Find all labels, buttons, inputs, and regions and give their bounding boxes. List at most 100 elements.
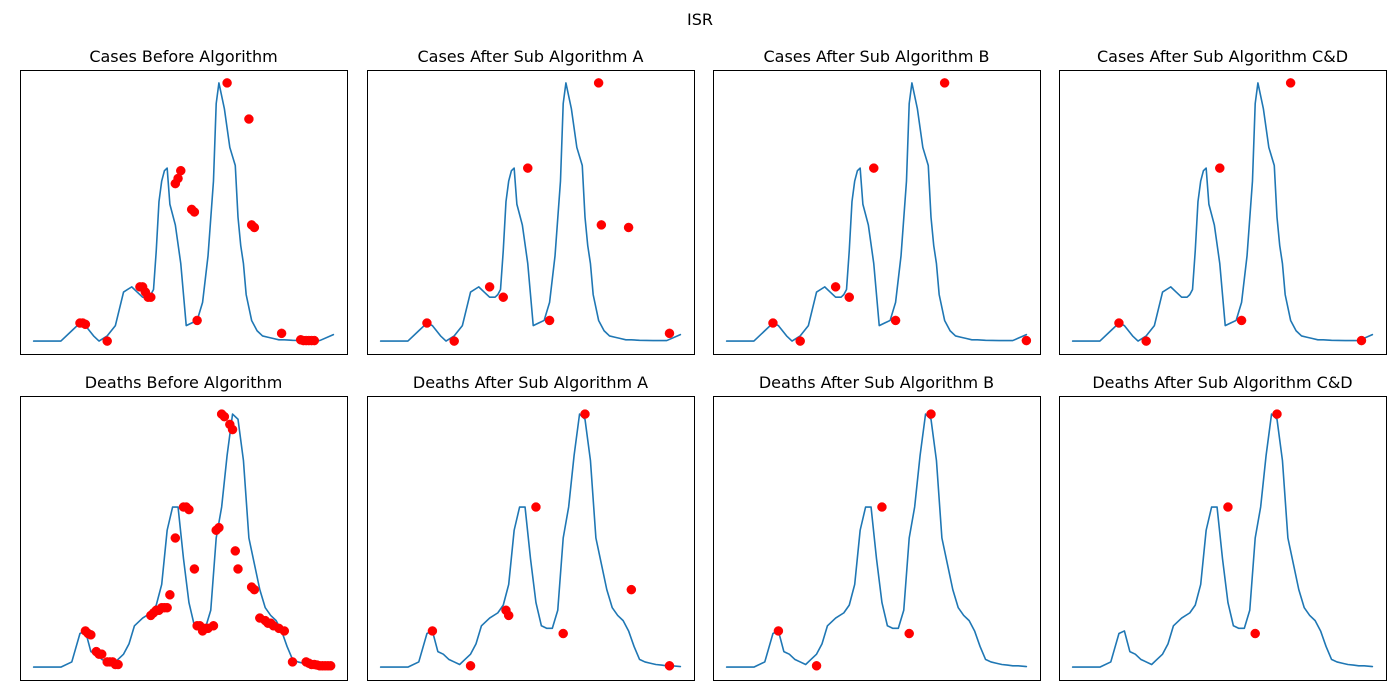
marker-point xyxy=(325,661,336,671)
marker-point xyxy=(596,220,607,230)
subplot-title: Deaths Before Algorithm xyxy=(85,373,283,392)
marker-point xyxy=(176,165,186,176)
marker-point xyxy=(877,502,887,512)
subplot-2: Cases After Sub Algorithm A xyxy=(367,47,695,355)
subplot-4: Cases After Sub Algorithm C&D xyxy=(1059,47,1387,355)
marker-point xyxy=(523,163,533,173)
axes-frame xyxy=(713,70,1041,355)
marker-point xyxy=(1356,335,1367,346)
marker-point xyxy=(249,584,260,595)
marker-point xyxy=(165,590,175,600)
marker-point xyxy=(170,533,181,543)
marker-point xyxy=(86,630,96,640)
marker-point xyxy=(1223,502,1233,512)
marker-point xyxy=(503,610,514,621)
marker-point xyxy=(890,315,901,326)
marker-point xyxy=(498,292,508,302)
series-line xyxy=(379,82,682,342)
marker-point xyxy=(926,409,936,419)
marker-point xyxy=(192,315,202,326)
marker-point xyxy=(484,282,495,292)
subplot-title: Deaths After Sub Algorithm C&D xyxy=(1092,373,1352,392)
marker-point xyxy=(768,318,778,328)
axes-frame xyxy=(367,70,695,355)
axes-frame xyxy=(713,396,1041,681)
subplot-title: Deaths After Sub Algorithm A xyxy=(413,373,648,392)
subplot-title: Cases Before Algorithm xyxy=(89,47,277,66)
marker-point xyxy=(664,328,675,339)
subplot-1: Cases Before Algorithm xyxy=(20,47,348,355)
subplot-8: Deaths After Sub Algorithm C&D xyxy=(1059,373,1387,681)
marker-point xyxy=(162,602,172,613)
marker-point xyxy=(233,564,243,574)
marker-point xyxy=(1272,409,1282,419)
series-line xyxy=(32,82,335,342)
marker-point xyxy=(309,335,320,346)
marker-point xyxy=(773,626,784,636)
marker-point xyxy=(276,328,287,339)
marker-point xyxy=(189,207,200,217)
marker-point xyxy=(230,546,241,556)
marker-point xyxy=(113,659,123,670)
marker-point xyxy=(626,584,637,595)
marker-point xyxy=(1250,628,1260,639)
marker-point xyxy=(102,336,112,346)
subplot-title: Cases After Sub Algorithm C&D xyxy=(1097,47,1348,66)
series-line xyxy=(1071,413,1374,668)
marker-point xyxy=(227,424,238,435)
marker-point xyxy=(1236,315,1247,326)
subplot-title: Deaths After Sub Algorithm B xyxy=(759,373,994,392)
marker-point xyxy=(427,626,438,636)
subplot-7: Deaths After Sub Algorithm B xyxy=(713,373,1041,681)
series-line xyxy=(725,413,1028,668)
subplot-6: Deaths After Sub Algorithm A xyxy=(367,373,695,681)
marker-point xyxy=(208,621,219,631)
marker-point xyxy=(244,114,254,124)
marker-point xyxy=(939,78,950,88)
marker-point xyxy=(214,522,224,533)
marker-point xyxy=(795,336,805,346)
marker-point xyxy=(146,292,156,302)
marker-point xyxy=(623,222,634,233)
series-line xyxy=(725,82,1028,342)
marker-point xyxy=(219,411,230,422)
marker-point xyxy=(249,222,260,233)
marker-point xyxy=(544,315,555,326)
axes-frame xyxy=(20,396,348,681)
marker-point xyxy=(80,319,91,330)
marker-point xyxy=(1285,78,1296,88)
marker-point xyxy=(593,78,604,88)
series-line xyxy=(1071,82,1374,342)
marker-point xyxy=(1141,336,1151,346)
subplot-5: Deaths Before Algorithm xyxy=(20,373,348,681)
marker-point xyxy=(1114,318,1124,328)
subplot-title: Cases After Sub Algorithm A xyxy=(417,47,643,66)
marker-point xyxy=(558,628,568,639)
marker-point xyxy=(465,661,476,671)
marker-point xyxy=(664,661,675,671)
marker-point xyxy=(422,318,432,328)
marker-point xyxy=(580,409,590,419)
figure-title: ISR xyxy=(687,10,713,29)
axes-frame xyxy=(1059,396,1387,681)
marker-point xyxy=(1021,335,1032,346)
axes-frame xyxy=(1059,70,1387,355)
marker-point xyxy=(844,292,854,302)
marker-point xyxy=(830,282,841,292)
marker-point xyxy=(222,78,232,88)
marker-point xyxy=(531,502,541,512)
marker-point xyxy=(869,163,879,173)
marker-point xyxy=(184,504,194,515)
marker-point xyxy=(189,564,200,574)
marker-point xyxy=(449,336,459,346)
subplot-3: Cases After Sub Algorithm B xyxy=(713,47,1041,355)
marker-point xyxy=(287,657,298,667)
series-line xyxy=(379,413,682,668)
axes-frame xyxy=(20,70,348,355)
marker-point xyxy=(279,626,290,636)
axes-frame xyxy=(367,396,695,681)
marker-point xyxy=(97,649,107,659)
marker-point xyxy=(1215,163,1225,173)
subplot-title: Cases After Sub Algorithm B xyxy=(763,47,989,66)
